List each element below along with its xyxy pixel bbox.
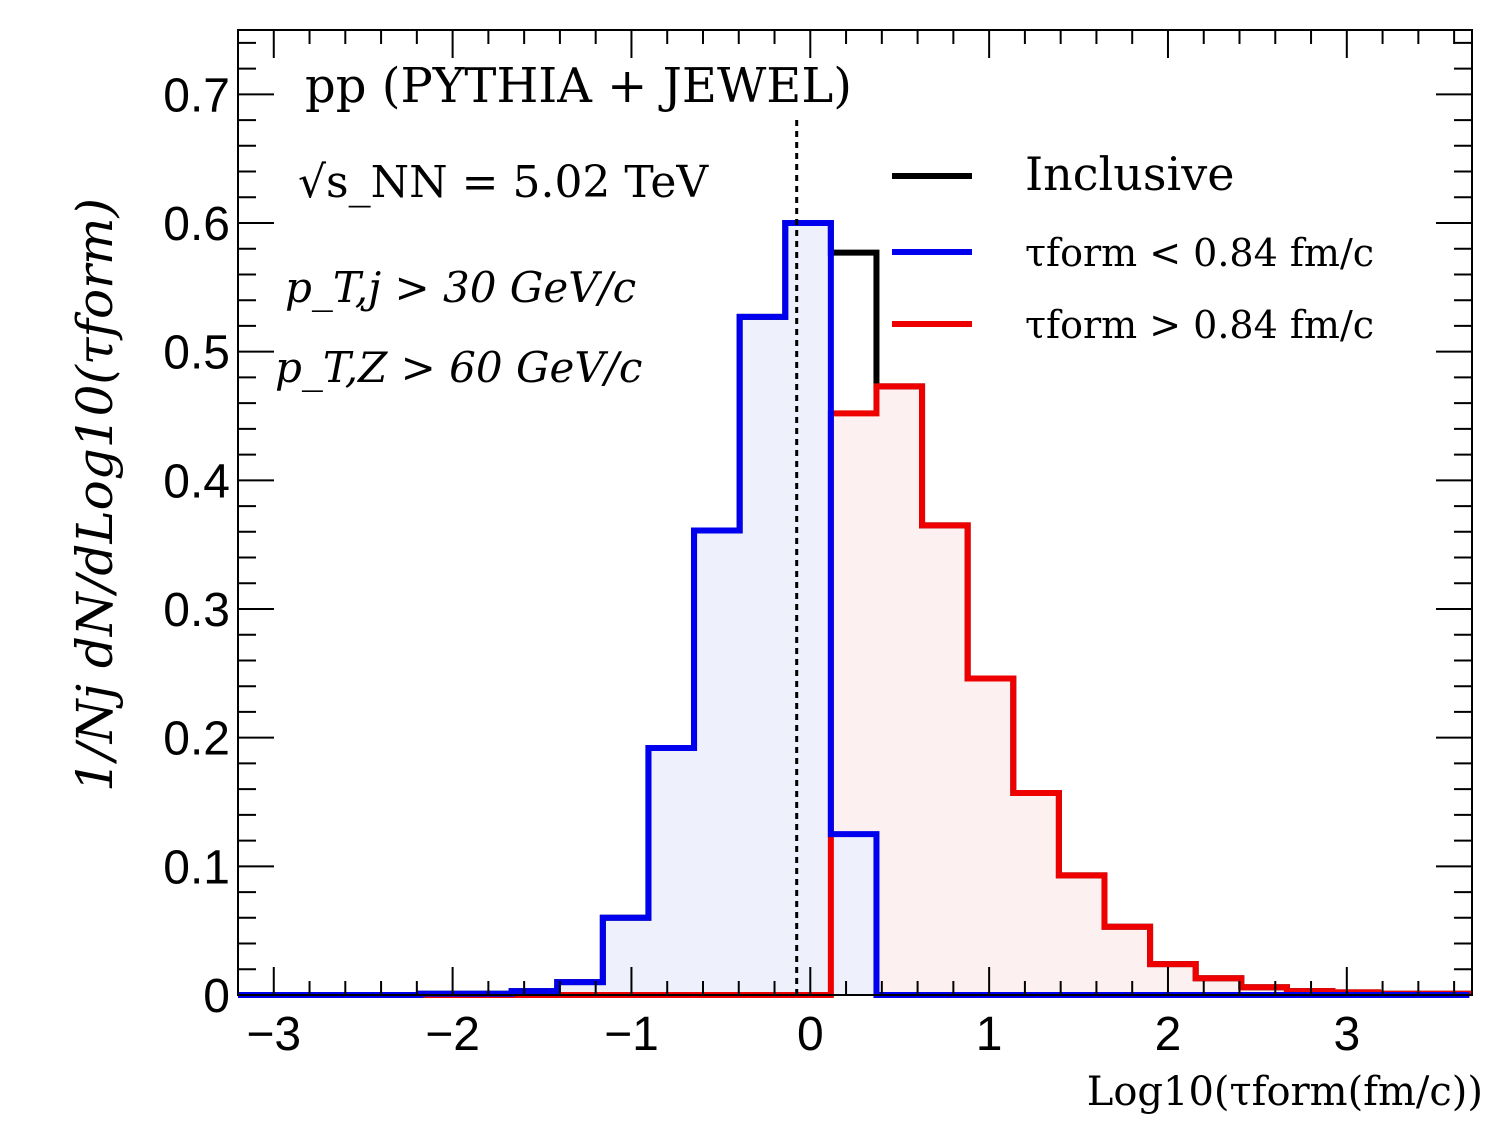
x-tick-label: 1 bbox=[976, 1008, 1003, 1061]
jet-cut-annotation: p_T,j > 30 GeV/c bbox=[285, 263, 636, 312]
z-cut-annotation: p_T,Z > 60 GeV/c bbox=[275, 343, 642, 392]
y-tick-label: 0.4 bbox=[163, 455, 230, 508]
legend: Inclusive τform < 0.84 fm/c τform > 0.84 f… bbox=[892, 147, 1374, 347]
y-tick-label: 0.1 bbox=[163, 841, 230, 894]
x-axis-label: Log10(τform(fm/c)) bbox=[1087, 1069, 1483, 1115]
chart-title: pp (PYTHIA + JEWEL) bbox=[305, 58, 852, 114]
axis-ticks bbox=[237, 30, 1472, 996]
y-tick-label: 0.7 bbox=[163, 69, 230, 122]
y-tick-label: 0 bbox=[203, 970, 230, 1023]
series-fill-2 bbox=[238, 386, 1470, 995]
series-fills bbox=[238, 223, 1470, 995]
legend-label-0: Inclusive bbox=[1025, 147, 1234, 201]
legend-label-1: τform < 0.84 fm/c bbox=[1025, 231, 1374, 275]
series-fill-1 bbox=[238, 223, 1470, 995]
y-tick-label: 0.3 bbox=[163, 584, 230, 637]
x-tick-label: 0 bbox=[797, 1008, 824, 1061]
x-tick-label: −3 bbox=[246, 1008, 301, 1061]
y-axis-label: 1/Nj dN/dLog10(τform) bbox=[66, 198, 124, 792]
y-tick-label: 0.5 bbox=[163, 327, 230, 380]
y-tick-label: 0.6 bbox=[163, 198, 230, 251]
legend-label-2: τform > 0.84 fm/c bbox=[1025, 303, 1374, 347]
x-tick-label: −1 bbox=[604, 1008, 659, 1061]
x-tick-label: 2 bbox=[1155, 1008, 1182, 1061]
axis-tick-labels: −3 −2 −1 0 1 2 3 0 0.1 0.2 0.3 0.4 0.5 0.6 0.7 bbox=[163, 69, 1360, 1061]
plot-frame bbox=[237, 29, 1473, 996]
energy-annotation: √s_NN = 5.02 TeV bbox=[298, 157, 709, 208]
y-tick-label: 0.2 bbox=[163, 713, 230, 766]
x-tick-label: −2 bbox=[425, 1008, 480, 1061]
x-tick-label: 3 bbox=[1333, 1008, 1360, 1061]
